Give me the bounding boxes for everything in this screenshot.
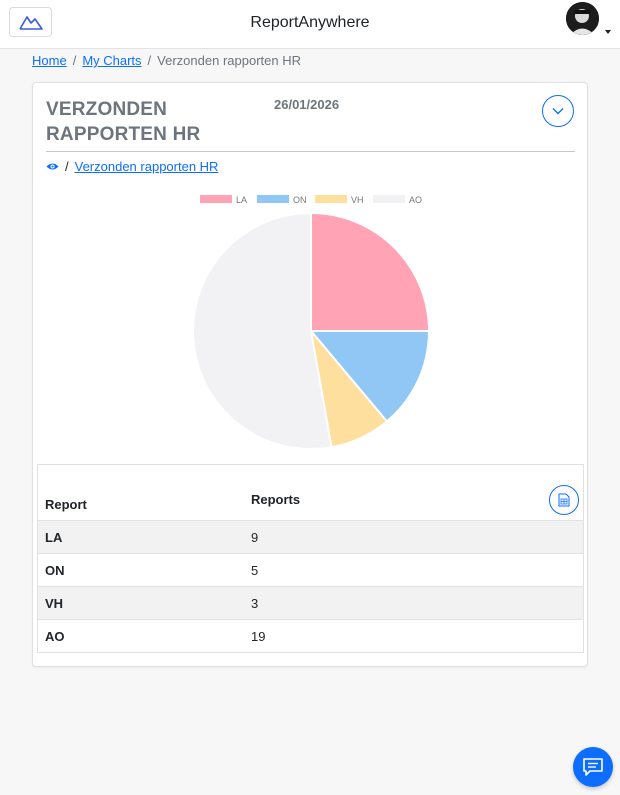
row-report: VH xyxy=(45,596,64,611)
chart-card: VERZONDEN RAPPORTEN HR 26/01/2026 / Verz… xyxy=(32,82,588,667)
breadcrumb-current: Verzonden rapporten HR xyxy=(157,53,301,68)
breadcrumb-my-charts-link[interactable]: My Charts xyxy=(82,53,142,68)
pie-slice-on[interactable] xyxy=(308,330,431,423)
row-report: AO xyxy=(45,629,65,644)
row-report: LA xyxy=(45,530,63,545)
breadcrumb: Home / My Charts / Verzonden rapporten HR xyxy=(32,53,301,68)
chart-subnav: / Verzonden rapporten HR xyxy=(46,159,218,174)
legend-swatch-vh[interactable] xyxy=(315,195,347,203)
data-table: Report Reports LA 9 ON 5 VH 3 AO 19 xyxy=(37,464,584,653)
top-navbar: ReportAnywhere xyxy=(0,0,620,49)
table-header-report: Report xyxy=(45,497,87,512)
pie-slice-la[interactable] xyxy=(310,211,431,332)
pie-slice-ao[interactable] xyxy=(192,211,333,450)
pie-chart: LA ON VH AO xyxy=(192,195,431,450)
legend-label-vh: VH xyxy=(351,195,364,205)
legend-label-la: LA xyxy=(236,195,247,205)
user-menu-caret-icon[interactable] xyxy=(605,30,611,34)
avatar-image xyxy=(566,2,599,35)
card-date: 26/01/2026 xyxy=(274,97,340,112)
pie-slices xyxy=(192,211,431,450)
row-count: 3 xyxy=(251,596,259,611)
legend-swatch-ao[interactable] xyxy=(373,195,405,203)
table-row: LA 9 xyxy=(38,520,583,553)
title-divider xyxy=(46,151,575,152)
breadcrumb-separator: / xyxy=(72,53,77,68)
chat-button[interactable] xyxy=(573,747,613,787)
chat-icon xyxy=(583,758,603,776)
legend-label-ao: AO xyxy=(409,195,422,205)
subnav-chart-link[interactable]: Verzonden rapporten HR xyxy=(74,159,219,174)
legend-swatch-la[interactable] xyxy=(200,195,232,203)
subnav-separator: / xyxy=(65,159,69,174)
row-count: 19 xyxy=(251,629,266,644)
chart-legend: LA ON VH AO xyxy=(200,195,422,205)
user-avatar[interactable] xyxy=(566,2,599,35)
mountain-logo-icon xyxy=(18,16,43,30)
legend-swatch-on[interactable] xyxy=(257,195,289,203)
row-count: 5 xyxy=(251,563,259,578)
card-title: VERZONDEN RAPPORTEN HR xyxy=(46,99,201,145)
breadcrumb-separator: / xyxy=(147,53,152,68)
spreadsheet-file-icon xyxy=(558,493,570,507)
export-csv-button[interactable] xyxy=(549,485,579,515)
eye-icon[interactable] xyxy=(46,162,59,171)
row-count: 9 xyxy=(251,530,259,545)
row-report: ON xyxy=(45,563,65,578)
table-row: AO 19 xyxy=(38,619,583,652)
chevron-down-icon xyxy=(552,108,564,115)
legend-label-on: ON xyxy=(293,195,307,205)
breadcrumb-home-link[interactable]: Home xyxy=(32,53,67,68)
table-row: VH 3 xyxy=(38,586,583,619)
app-logo-button[interactable] xyxy=(9,7,52,37)
collapse-button[interactable] xyxy=(542,95,574,127)
table-header-reports: Reports xyxy=(251,492,301,507)
table-row: ON 5 xyxy=(38,553,583,586)
app-title: ReportAnywhere xyxy=(250,14,370,31)
